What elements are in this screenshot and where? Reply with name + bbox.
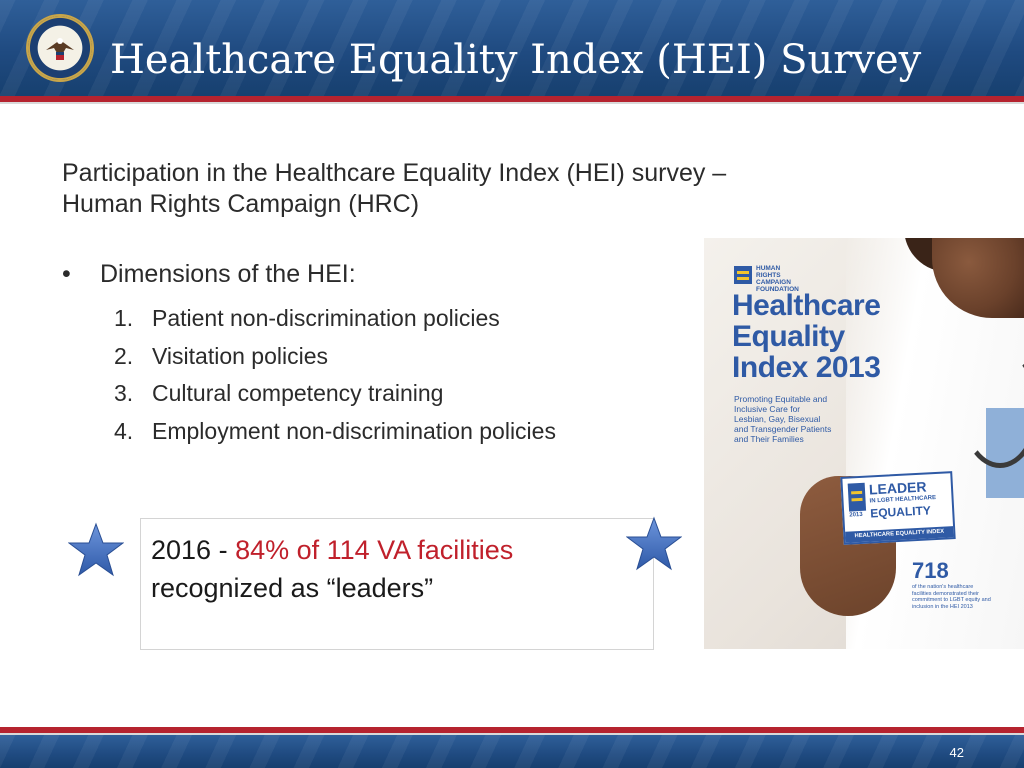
list-text: Visitation policies [152,342,329,369]
report-title-line: Equality [732,320,845,353]
list-item: 3. Cultural competency training [114,375,556,413]
list-text: Cultural competency training [152,380,444,406]
report-subtitle: Promoting Equitable and Inclusive Care f… [734,394,832,444]
card-main: EQUALITY [869,503,932,521]
report-title-line: Index 2013 [732,351,881,384]
list-number: 1. [114,305,134,331]
list-text: Employment non-discrimination policies [152,417,556,444]
slide-footer: 42 [0,735,1024,768]
stat-caption: of the nation's healthcare facilities de… [912,584,991,610]
leader-card: LEADER IN LGBT HEALTHCARE EQUALITY HEALT… [840,471,956,545]
report-title-line: Healthcare [732,289,881,322]
callout-line-2: recognized as “leaders” [151,573,434,603]
card-top: LEADER [868,478,927,498]
list-number: 3. [114,380,134,406]
list-text: Patient non-discrimination policies [152,305,500,331]
card-year: 2013 [849,511,863,519]
header-divider-light [0,102,1024,104]
list-item: 1. Patient non-discrimination policies [114,300,556,338]
star-icon [626,516,682,571]
list-number: 4. [114,417,134,444]
callout-highlight: 84% of 114 VA facilities [235,535,514,565]
footer-divider [0,727,1024,733]
hei-report-image: HUMAN RIGHTS CAMPAIGN FOUNDATION Healthc… [704,238,1024,649]
footer-pattern [0,735,1024,768]
va-seal-icon [26,14,94,82]
header-divider [0,96,1024,102]
bullet-label: Dimensions of the HEI: [100,260,356,288]
callout-line-1: 2016 - 84% of 114 VA facilities [151,535,513,566]
bullet-dimensions: • Dimensions of the HEI: [62,260,356,289]
report-title: Healthcare Equality Index 2013 [732,289,881,384]
intro-line-2: Human Rights Campaign (HRC) [62,190,420,218]
list-item: 4. Employment non-discrimination policies [114,413,556,451]
slide-header [0,0,1024,96]
dimensions-list: 1. Patient non-discrimination policies 2.… [114,300,556,450]
hrc-logo-icon [734,266,752,284]
star-icon [68,522,124,577]
callout-year: 2016 - [151,535,236,565]
footer-divider-light [0,733,1024,735]
bullet-symbol: • [62,260,71,288]
header-pattern [0,0,1024,96]
callout-box: 2016 - 84% of 114 VA facilities recogniz… [140,518,654,650]
stethoscope-icon [960,348,1024,468]
intro-text: Participation in the Healthcare Equality… [62,158,922,220]
slide-title: Healthcare Equality Index (HEI) Survey [110,37,922,83]
list-number: 2. [114,342,134,369]
hrc-logo-icon [847,482,867,512]
stat-number: 718 [912,558,949,583]
list-item: 2. Visitation policies [114,338,556,376]
hrc-org-label: HUMAN RIGHTS CAMPAIGN FOUNDATION [756,265,799,293]
page-number: 42 [949,745,964,760]
intro-line-1: Participation in the Healthcare Equality… [62,159,727,187]
